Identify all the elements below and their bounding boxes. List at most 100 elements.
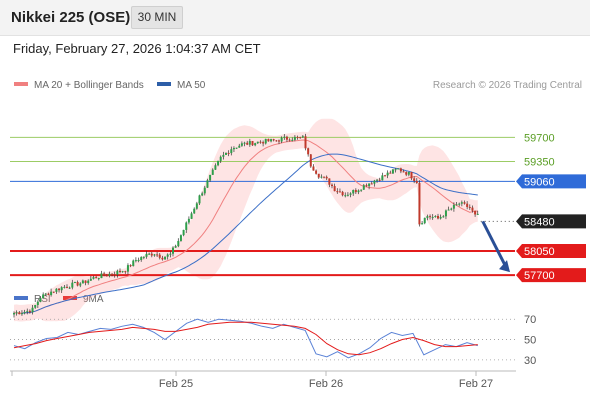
candle <box>13 311 15 318</box>
projection-arrow-head <box>499 260 510 273</box>
legend-bollinger-label: MA 20 + Bollinger Bands <box>34 80 144 91</box>
candle <box>36 300 39 309</box>
ma50-swatch <box>157 82 171 87</box>
rsi-swatch <box>14 296 28 301</box>
candle <box>76 280 79 287</box>
candle <box>460 200 463 207</box>
candle <box>177 238 180 248</box>
candle <box>373 179 376 187</box>
candle <box>259 140 262 144</box>
rsi-panel: 70 50 30 <box>10 314 536 367</box>
candle <box>95 275 98 279</box>
candle <box>134 257 137 263</box>
candle <box>362 183 365 190</box>
candle <box>238 143 241 148</box>
candle <box>55 288 58 294</box>
candle <box>148 252 151 255</box>
legend-rsi: RSI <box>14 294 51 305</box>
candle <box>156 251 159 257</box>
candle <box>474 210 477 217</box>
candle <box>227 150 230 157</box>
candle <box>20 310 23 316</box>
candle <box>195 201 198 210</box>
candle <box>437 213 439 220</box>
candle <box>466 201 469 210</box>
level-labels-layer: 59700 59350 59060 58480 58050 57700 <box>481 132 586 283</box>
candle <box>386 170 389 179</box>
candle <box>66 284 68 289</box>
projection-arrow-shaft <box>481 220 508 268</box>
level-label-57700: 57700 <box>516 268 586 283</box>
candle <box>256 141 259 144</box>
candle <box>113 271 116 278</box>
candle <box>320 174 323 179</box>
candle <box>381 172 384 181</box>
candle <box>296 135 299 140</box>
legend-rsi-ma-label: 9MA <box>83 294 104 305</box>
candle <box>201 191 204 197</box>
candle <box>426 214 429 221</box>
candle <box>121 270 124 273</box>
candle <box>15 310 18 316</box>
candle <box>79 282 82 288</box>
candle <box>270 138 273 143</box>
candle <box>293 135 296 142</box>
candle <box>31 304 34 315</box>
candle <box>42 292 45 299</box>
candle <box>206 178 209 188</box>
candle <box>209 174 212 182</box>
candle <box>158 253 161 260</box>
candle <box>140 256 143 262</box>
candle <box>304 133 307 151</box>
x-tick-label: Feb 27 <box>459 378 493 390</box>
bollinger-band-area <box>14 118 478 322</box>
legend-ma50-label: MA 50 <box>177 80 206 91</box>
candle <box>376 179 379 183</box>
candle <box>450 207 453 211</box>
candle <box>415 178 418 184</box>
candle <box>132 259 135 267</box>
candle <box>84 280 87 286</box>
candles-layer <box>13 133 479 318</box>
candle <box>357 189 360 195</box>
candle <box>299 136 302 139</box>
interval-button[interactable]: 30 MIN <box>131 6 183 29</box>
level-label-59060: 59060 <box>516 174 586 189</box>
candle <box>278 139 280 145</box>
candle <box>217 160 220 167</box>
candle <box>18 310 21 315</box>
candle <box>264 138 267 145</box>
candle <box>323 176 326 179</box>
candle <box>354 188 357 194</box>
candle <box>344 192 347 198</box>
candle <box>23 309 26 315</box>
candle <box>248 138 251 147</box>
candle <box>307 147 310 157</box>
candle <box>391 169 394 174</box>
candle <box>447 206 450 211</box>
time-axis: Feb 25 Feb 26 Feb 27 <box>10 370 516 390</box>
candle <box>429 214 432 220</box>
candle <box>44 293 47 297</box>
candle <box>452 202 455 212</box>
candle <box>301 134 304 138</box>
candle <box>421 221 424 225</box>
candle <box>283 134 286 140</box>
candle <box>397 168 400 170</box>
candle <box>399 167 402 174</box>
candle <box>92 275 95 280</box>
candle <box>164 256 167 260</box>
bollinger-band-layer <box>14 118 478 322</box>
candle <box>103 271 106 277</box>
candle <box>108 271 111 278</box>
candle <box>288 138 291 142</box>
rsi-tick-30: 30 <box>524 355 536 367</box>
svg-text:58480: 58480 <box>524 216 555 228</box>
candle <box>71 279 74 290</box>
candle <box>455 201 458 206</box>
candle <box>87 279 90 285</box>
candle <box>111 273 114 277</box>
candle <box>63 285 66 289</box>
rsi-tick-50: 50 <box>524 335 536 347</box>
